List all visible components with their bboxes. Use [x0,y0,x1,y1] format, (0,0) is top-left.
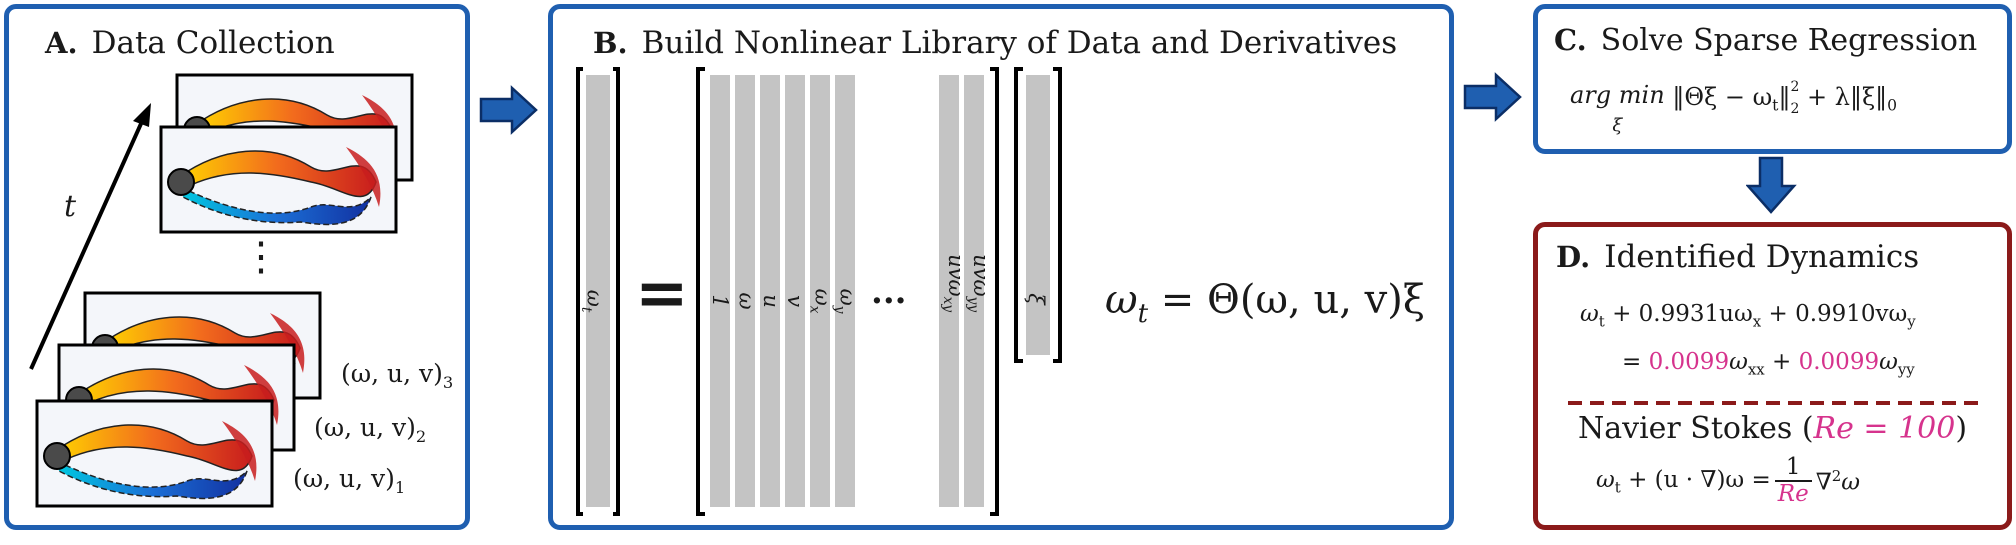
panel-data-collection: A. Data Collection t ⋮ [4,4,470,530]
arrow-b-to-c [1463,72,1522,122]
arrow-c-to-d [1746,156,1797,214]
navier-stokes-title: Navier Stokes (Re = 100) [1578,411,1968,446]
library-equation: ωt = Θ(ω, u, v)ξ [1105,277,1425,329]
library-matrix-graphic [576,67,1062,516]
separator-dashed-line [1568,401,1983,405]
panel-build-library: B. Build Nonlinear Library of Data and De… [548,4,1454,530]
snapshot-ellipsis: ⋮ [241,234,281,280]
panel-identified-dynamics: D. Identified Dynamics ωt + 0.9931uωx + 0… [1533,222,2012,530]
navier-stokes-equation: ωt + (u · ∇)ω = 1 Re ∇2ω [1596,454,1861,508]
regression-objective: arg min ξ ‖Θξ − ωt‖2 2 + λ‖ξ‖0 [1570,79,1898,136]
panel-a-title: A. Data Collection [45,25,335,61]
time-label: t [64,189,77,224]
panel-b-title: B. Build Nonlinear Library of Data and De… [593,25,1398,61]
panel-c-title: C. Solve Sparse Regression [1554,23,1978,58]
xi-vector-label: ξ [1023,293,1048,305]
snapshot-label-3: (ω, u, v)3 [341,359,454,392]
column-label-uvw-xy: uvωxy [939,254,969,313]
time-arrow [29,103,151,370]
identified-equation-line-1: ωt + 0.9931uωx + 0.9910vωy [1580,301,1916,331]
arrow-a-to-b [479,85,538,135]
column-label-v: v [783,295,808,308]
lhs-omega-t-label: ωt [578,289,607,313]
column-label-omega-y: ωy [831,288,860,314]
panel-d-title: D. Identified Dynamics [1556,239,1920,275]
panel-sparse-regression: C. Solve Sparse Regression arg min ξ ‖Θξ … [1533,4,2012,154]
column-label-omega-x: ωx [806,288,835,314]
snapshot-frames [35,73,414,508]
column-ellipsis: ··· [871,281,907,321]
equals-sign: = [635,257,689,331]
column-label-uvw-yy: uvωyy [964,254,994,313]
column-label-1: 1 [707,294,732,308]
snapshot-label-1: (ω, u, v)1 [293,464,406,497]
snapshot-label-2: (ω, u, v)2 [314,413,427,446]
identified-equation-line-2: = 0.0099ωxx + 0.0099ωyy [1622,349,1915,379]
